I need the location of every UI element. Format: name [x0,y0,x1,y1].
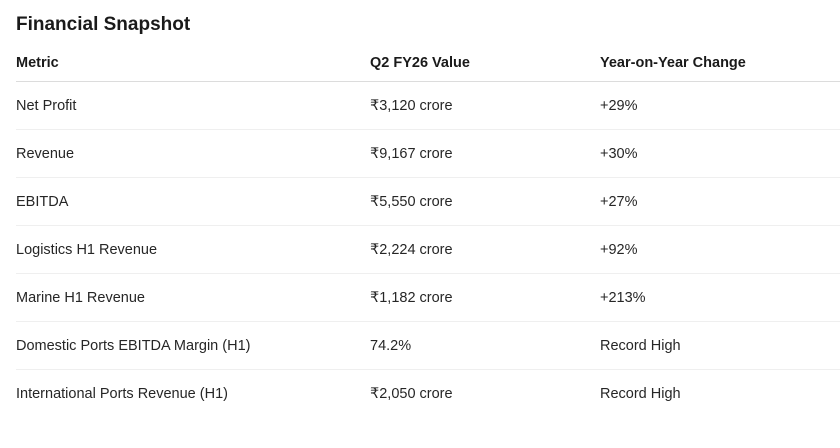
value-cell: ₹1,182 crore [370,273,600,322]
metric-cell: Logistics H1 Revenue [16,225,370,274]
change-cell: Record High [600,321,840,370]
table-row: International Ports Revenue (H1) ₹2,050 … [16,370,840,418]
column-header-metric: Metric [16,44,370,82]
change-cell: +27% [600,177,840,226]
table-row: Net Profit ₹3,120 crore +29% [16,81,840,130]
table-row: Marine H1 Revenue ₹1,182 crore +213% [16,273,840,322]
value-cell: 74.2% [370,321,600,370]
table-row: EBITDA ₹5,550 crore +27% [16,177,840,226]
column-header-value: Q2 FY26 Value [370,44,600,82]
column-header-change: Year-on-Year Change [600,44,840,82]
change-cell: +30% [600,129,840,178]
value-cell: ₹2,224 crore [370,225,600,274]
value-cell: ₹5,550 crore [370,177,600,226]
page-title: Financial Snapshot [16,14,191,35]
value-cell: ₹9,167 crore [370,129,600,178]
table-row: Revenue ₹9,167 crore +30% [16,129,840,178]
metric-cell: Revenue [16,129,370,178]
table-header-row: Metric Q2 FY26 Value Year-on-Year Change [16,44,840,82]
table-row: Domestic Ports EBITDA Margin (H1) 74.2% … [16,321,840,370]
value-cell: ₹3,120 crore [370,81,600,130]
change-cell: +213% [600,273,840,322]
change-cell: +92% [600,225,840,274]
metric-cell: EBITDA [16,177,370,226]
metric-cell: International Ports Revenue (H1) [16,385,228,402]
metric-cell: Marine H1 Revenue [16,273,370,322]
change-cell: Record High [600,385,681,402]
metric-cell: Domestic Ports EBITDA Margin (H1) [16,321,370,370]
value-cell: ₹2,050 crore [370,385,453,402]
financial-table: Metric Q2 FY26 Value Year-on-Year Change… [16,44,840,417]
metric-cell: Net Profit [16,81,370,130]
change-cell: +29% [600,81,840,130]
table-row: Logistics H1 Revenue ₹2,224 crore +92% [16,225,840,274]
